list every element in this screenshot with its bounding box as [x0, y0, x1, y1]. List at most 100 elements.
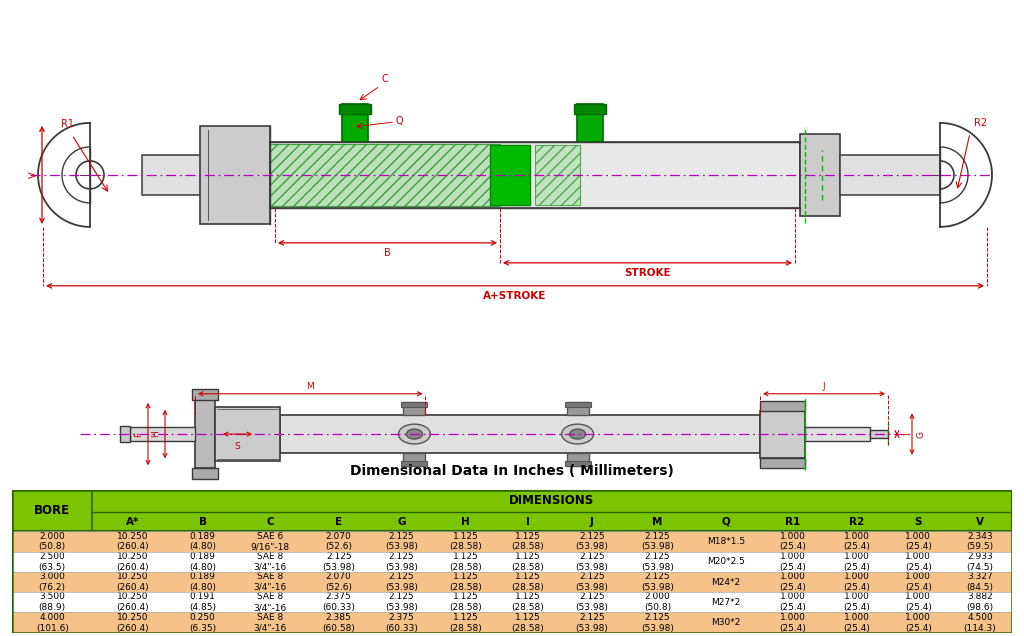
Bar — [12, 531, 1012, 551]
Text: 1.125
(28.58): 1.125 (28.58) — [511, 552, 544, 572]
Text: DIMENSIONS: DIMENSIONS — [509, 494, 595, 508]
Text: M27*2: M27*2 — [711, 598, 740, 607]
Text: H: H — [461, 516, 470, 527]
Text: R1: R1 — [61, 119, 75, 129]
Text: M24*2: M24*2 — [712, 577, 740, 586]
Text: 2.385
(60.58): 2.385 (60.58) — [323, 612, 355, 633]
Text: 2.125
(53.98): 2.125 (53.98) — [323, 552, 355, 572]
Text: 1.125
(28.58): 1.125 (28.58) — [450, 572, 482, 592]
Text: 3.000
(76.2): 3.000 (76.2) — [39, 572, 66, 592]
Text: 2.070
(52.6): 2.070 (52.6) — [326, 532, 352, 551]
Text: 1.125
(28.58): 1.125 (28.58) — [511, 593, 544, 612]
Text: A+STROKE: A+STROKE — [483, 291, 547, 301]
Bar — [870, 430, 888, 438]
Text: G: G — [397, 516, 406, 527]
Text: 0.189
(4.80): 0.189 (4.80) — [189, 532, 216, 551]
Text: 10.250
(260.4): 10.250 (260.4) — [117, 552, 148, 572]
Text: 1.000
(25.4): 1.000 (25.4) — [905, 593, 932, 612]
Text: 4.000
(101.6): 4.000 (101.6) — [36, 612, 69, 633]
Bar — [215, 407, 280, 461]
Text: 1.000
(25.4): 1.000 (25.4) — [779, 552, 807, 572]
Text: 2.125
(53.98): 2.125 (53.98) — [575, 612, 608, 633]
Text: 2.125
(53.98): 2.125 (53.98) — [641, 572, 674, 592]
Bar — [564, 402, 591, 407]
Text: 1.125
(28.58): 1.125 (28.58) — [450, 532, 482, 551]
Text: SAE 8
3/4"-16: SAE 8 3/4"-16 — [254, 593, 287, 612]
Text: 1.125
(28.58): 1.125 (28.58) — [450, 552, 482, 572]
Text: H: H — [152, 431, 161, 438]
Text: 2.125
(53.98): 2.125 (53.98) — [385, 532, 418, 551]
Text: 2.375
(60.33): 2.375 (60.33) — [323, 593, 355, 612]
Text: 2.125
(53.98): 2.125 (53.98) — [385, 572, 418, 592]
Text: R2: R2 — [849, 516, 864, 527]
Bar — [270, 142, 800, 208]
Text: 1.000
(25.4): 1.000 (25.4) — [779, 532, 807, 551]
Bar — [12, 490, 1012, 531]
Bar — [577, 104, 603, 142]
Text: I: I — [526, 516, 529, 527]
Text: 4.500
(114.3): 4.500 (114.3) — [964, 612, 996, 633]
Text: 0.191
(4.85): 0.191 (4.85) — [189, 593, 216, 612]
Text: J: J — [822, 382, 825, 391]
Text: 10.250
(260.4): 10.250 (260.4) — [117, 532, 148, 551]
Text: 1.000
(25.4): 1.000 (25.4) — [905, 612, 932, 633]
Text: C: C — [266, 516, 274, 527]
Text: 2.375
(60.33): 2.375 (60.33) — [385, 612, 418, 633]
Text: 1.000
(25.4): 1.000 (25.4) — [779, 572, 807, 592]
Bar — [564, 461, 591, 466]
Text: 1.000
(25.4): 1.000 (25.4) — [843, 552, 869, 572]
Text: I: I — [901, 432, 910, 436]
Bar — [130, 427, 195, 441]
Text: 2.070
(52.6): 2.070 (52.6) — [326, 572, 352, 592]
Text: 2.000
(50.8): 2.000 (50.8) — [644, 593, 671, 612]
Text: F: F — [134, 431, 143, 437]
Text: J: J — [590, 516, 594, 527]
Text: V: V — [976, 516, 984, 527]
Bar — [120, 426, 130, 442]
Text: G: G — [916, 431, 926, 438]
Text: 10.250
(260.4): 10.250 (260.4) — [117, 612, 148, 633]
Text: B: B — [384, 248, 391, 258]
Text: 1.125
(28.58): 1.125 (28.58) — [511, 572, 544, 592]
Bar — [401, 461, 427, 466]
Text: 2.933
(74.5): 2.933 (74.5) — [967, 552, 993, 572]
Text: C: C — [382, 74, 389, 84]
Text: 10.250
(260.4): 10.250 (260.4) — [117, 593, 148, 612]
Text: E: E — [335, 516, 342, 527]
Bar — [195, 400, 215, 468]
Text: 1.125
(28.58): 1.125 (28.58) — [511, 612, 544, 633]
Bar — [12, 592, 1012, 612]
Text: S: S — [234, 441, 240, 450]
Text: 2.000
(50.8): 2.000 (50.8) — [39, 532, 66, 551]
Text: 1.000
(25.4): 1.000 (25.4) — [843, 593, 869, 612]
Bar — [760, 401, 805, 410]
Text: V: V — [29, 172, 39, 178]
Text: B: B — [199, 516, 207, 527]
Bar — [401, 402, 427, 407]
Bar — [12, 551, 1012, 572]
Bar — [800, 134, 840, 216]
Text: 1.000
(25.4): 1.000 (25.4) — [779, 612, 807, 633]
Text: 0.250
(6.35): 0.250 (6.35) — [189, 612, 216, 633]
Text: 2.125
(53.98): 2.125 (53.98) — [575, 593, 608, 612]
Text: 0.189
(4.80): 0.189 (4.80) — [189, 572, 216, 592]
Text: 2.343
(59.5): 2.343 (59.5) — [967, 532, 993, 551]
Bar — [403, 453, 425, 466]
Text: 2.125
(53.98): 2.125 (53.98) — [385, 552, 418, 572]
Text: 2.125
(53.98): 2.125 (53.98) — [575, 532, 608, 551]
Text: 3.882
(98.6): 3.882 (98.6) — [967, 593, 993, 612]
Text: 1.125
(28.58): 1.125 (28.58) — [511, 532, 544, 551]
Text: M20*2.5: M20*2.5 — [707, 557, 744, 566]
Bar — [12, 612, 1012, 633]
Text: M30*2: M30*2 — [711, 618, 740, 627]
Text: Q: Q — [396, 116, 403, 126]
Bar — [342, 104, 368, 142]
Bar — [566, 402, 589, 415]
Bar — [339, 104, 371, 114]
Text: 3.500
(88.9): 3.500 (88.9) — [39, 593, 66, 612]
Text: 1.000
(25.4): 1.000 (25.4) — [843, 572, 869, 592]
Text: 1.125
(28.58): 1.125 (28.58) — [450, 612, 482, 633]
Text: 2.125
(53.98): 2.125 (53.98) — [641, 532, 674, 551]
Bar — [535, 145, 580, 205]
Circle shape — [569, 429, 586, 439]
